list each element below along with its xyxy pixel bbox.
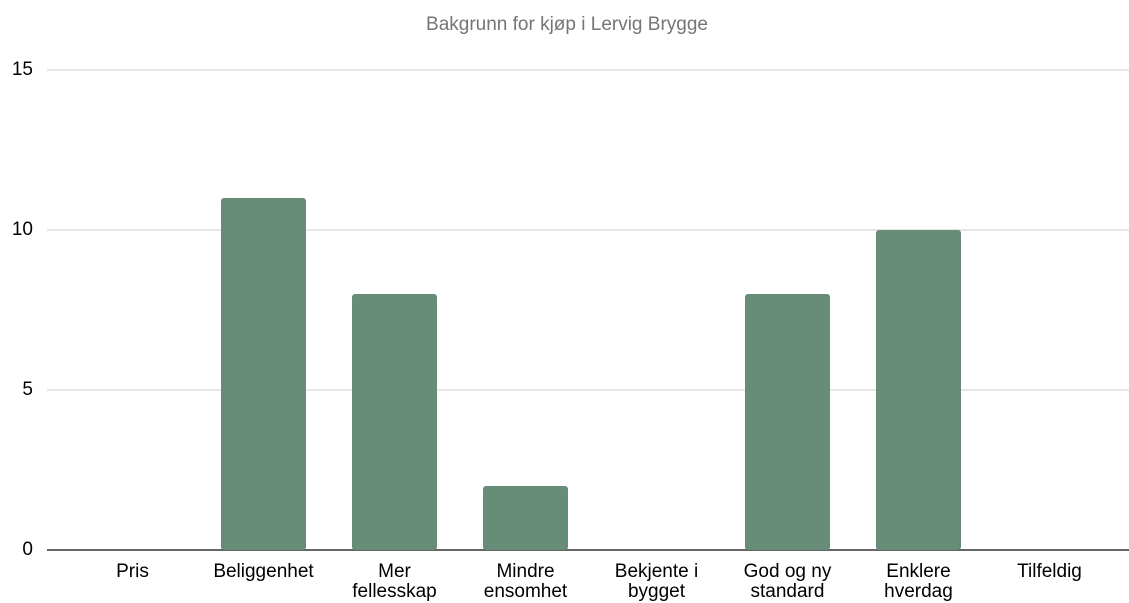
y-tick-label: 5 <box>22 379 33 400</box>
bar <box>221 198 306 550</box>
x-tick-label: Enklere hverdag <box>884 561 953 602</box>
x-tick-label: Mindre ensomhet <box>483 561 568 602</box>
y-tick-label: 0 <box>22 539 33 560</box>
bar <box>876 230 961 550</box>
x-tick-label: Pris <box>116 561 149 582</box>
x-tick-label: Mer fellesskap <box>352 561 437 602</box>
chart-title: Bakgrunn for kjøp i Lervig Brygge <box>426 14 708 35</box>
bar <box>483 486 568 550</box>
y-tick-label: 10 <box>12 219 33 240</box>
bar <box>352 294 437 550</box>
bar <box>745 294 830 550</box>
x-tick-label: Tilfeldig <box>1017 561 1082 582</box>
x-tick-label: Bekjente i bygget <box>614 561 699 602</box>
y-tick-label: 15 <box>12 59 33 80</box>
x-tick-label: God og ny standard <box>743 561 832 602</box>
x-tick-label: Beliggenhet <box>213 561 314 582</box>
